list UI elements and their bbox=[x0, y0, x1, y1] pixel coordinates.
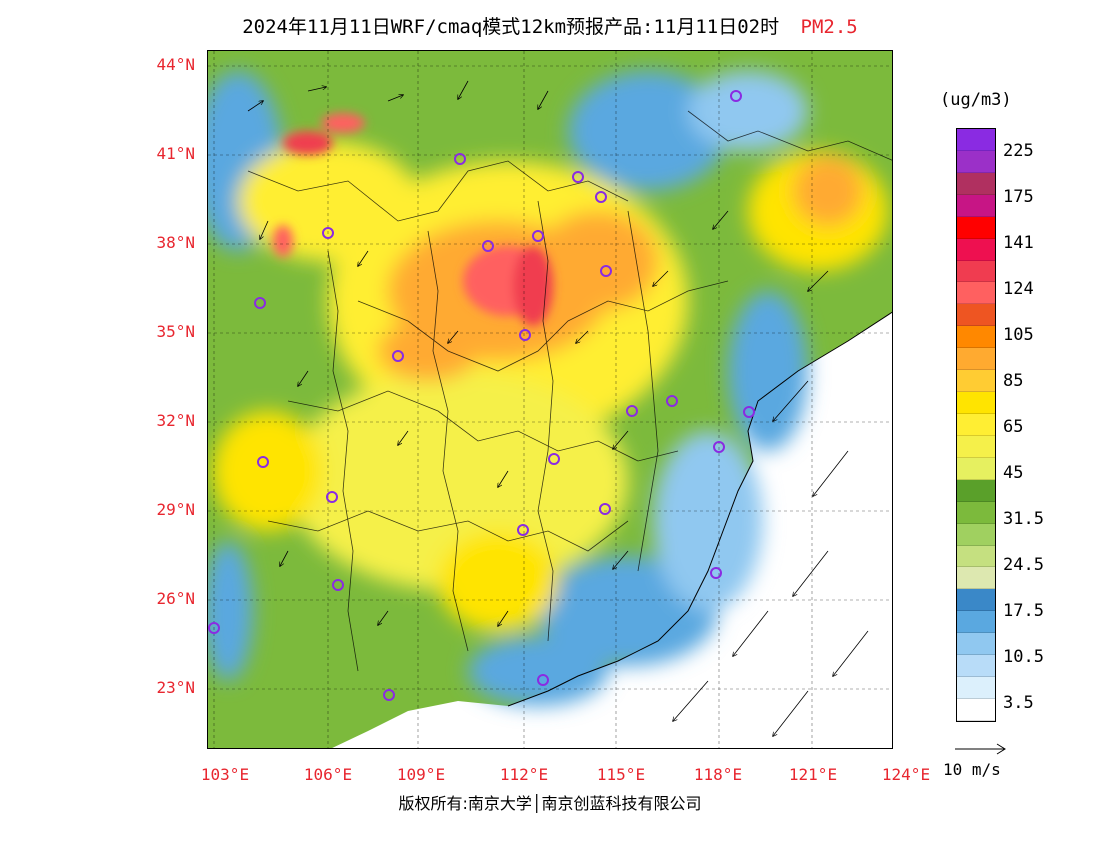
lon-label-112: 112°E bbox=[499, 765, 549, 784]
lon-label-121: 121°E bbox=[788, 765, 838, 784]
legend-tick-24-5: 24.5 bbox=[1003, 555, 1044, 575]
copyright-notice: 版权所有:南京大学│南京创蓝科技有限公司 bbox=[398, 794, 702, 813]
lat-label-35: 35°N bbox=[156, 322, 195, 341]
legend-tick-17-5: 17.5 bbox=[1003, 601, 1044, 621]
legend-tick-175: 175 bbox=[1003, 187, 1034, 207]
legend-swatch bbox=[957, 260, 995, 283]
legend-tick-124: 124 bbox=[1003, 279, 1034, 299]
legend-swatch bbox=[957, 129, 995, 151]
legend-swatch bbox=[957, 304, 995, 327]
legend-swatch bbox=[957, 216, 995, 239]
legend-colorbar bbox=[956, 128, 996, 722]
wind-reference-arrow-icon bbox=[955, 743, 1006, 755]
legend-swatch bbox=[957, 370, 995, 393]
legend-swatch bbox=[957, 545, 995, 568]
forecast-map bbox=[207, 50, 893, 749]
lon-label-118: 118°E bbox=[693, 765, 743, 784]
lon-label-103: 103°E bbox=[200, 765, 250, 784]
legend-swatch bbox=[957, 457, 995, 480]
lat-label-23: 23°N bbox=[156, 678, 195, 697]
legend-swatch bbox=[957, 435, 995, 458]
map-title: 2024年11月11日WRF/cmaq模式12km预报产品:11月11日02时 … bbox=[0, 12, 1100, 39]
lon-label-115: 115°E bbox=[596, 765, 646, 784]
legend-swatch bbox=[957, 150, 995, 173]
legend-tick-225: 225 bbox=[1003, 141, 1034, 161]
legend-swatch bbox=[957, 567, 995, 590]
legend-swatch bbox=[957, 282, 995, 305]
lon-label-106: 106°E bbox=[303, 765, 353, 784]
legend-tick-105: 105 bbox=[1003, 325, 1034, 345]
lat-label-38: 38°N bbox=[156, 233, 195, 252]
legend-swatch bbox=[957, 479, 995, 502]
lat-label-29: 29°N bbox=[156, 500, 195, 519]
legend-swatch bbox=[957, 655, 995, 678]
lat-label-44: 44°N bbox=[156, 55, 195, 74]
legend-swatch bbox=[957, 589, 995, 612]
legend-swatch bbox=[957, 677, 995, 699]
lon-label-124: 124°E bbox=[881, 765, 931, 784]
map-canvas bbox=[208, 51, 892, 748]
title-pollutant: PM2.5 bbox=[800, 16, 858, 38]
legend-tick-85: 85 bbox=[1003, 371, 1024, 391]
legend-swatch bbox=[957, 501, 995, 524]
legend-swatch bbox=[957, 326, 995, 349]
legend-swatch bbox=[957, 633, 995, 656]
city-markers bbox=[208, 90, 755, 701]
legend-tick-65: 65 bbox=[1003, 417, 1024, 437]
legend-swatch bbox=[957, 611, 995, 634]
legend-swatch bbox=[957, 523, 995, 546]
legend-swatch bbox=[957, 172, 995, 195]
legend-tick-31-5: 31.5 bbox=[1003, 509, 1044, 529]
wind-vectors bbox=[247, 80, 869, 736]
legend-swatch bbox=[957, 194, 995, 217]
legend-swatch bbox=[957, 238, 995, 261]
title-main: 2024年11月11日WRF/cmaq模式12km预报产品:11月11日02时 bbox=[242, 16, 780, 38]
grid-lines bbox=[208, 51, 892, 748]
legend-unit: (ug/m3) bbox=[940, 90, 1012, 110]
legend-tick-141: 141 bbox=[1003, 233, 1034, 253]
lon-label-109: 109°E bbox=[396, 765, 446, 784]
legend-swatch bbox=[957, 413, 995, 436]
legend-tick-10-5: 10.5 bbox=[1003, 647, 1044, 667]
lat-label-41: 41°N bbox=[156, 144, 195, 163]
lat-label-26: 26°N bbox=[156, 589, 195, 608]
legend-tick-3-5: 3.5 bbox=[1003, 693, 1034, 713]
lat-label-32: 32°N bbox=[156, 411, 195, 430]
legend-swatch bbox=[957, 392, 995, 414]
coastline bbox=[507, 311, 892, 707]
wind-reference-label: 10 m/s bbox=[943, 760, 1001, 779]
legend-swatch bbox=[957, 348, 995, 371]
legend-tick-45: 45 bbox=[1003, 463, 1024, 483]
legend-swatch bbox=[957, 698, 995, 721]
